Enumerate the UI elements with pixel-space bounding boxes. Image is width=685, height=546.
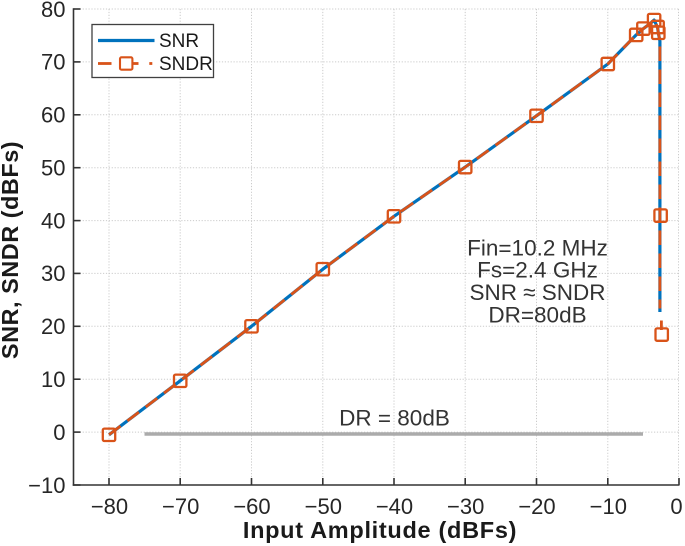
svg-text:10: 10 [41,367,65,392]
svg-text:40: 40 [41,208,65,233]
svg-text:60: 60 [41,103,65,128]
svg-text:−10: −10 [28,473,65,498]
svg-text:SNR, SNDR (dBFs): SNR, SNDR (dBFs) [0,141,23,359]
svg-text:SNR ≈ SNDR: SNR ≈ SNDR [469,280,605,305]
svg-text:−80: −80 [91,494,128,519]
svg-text:20: 20 [41,314,65,339]
svg-text:−40: −40 [376,494,413,519]
svg-text:0: 0 [670,494,682,519]
svg-text:DR = 80dB: DR = 80dB [339,406,450,431]
svg-text:−20: −20 [518,494,555,519]
svg-text:70: 70 [41,50,65,75]
svg-text:SNDR: SNDR [159,54,213,75]
svg-text:−70: −70 [162,494,199,519]
svg-text:Input Amplitude (dBFs): Input Amplitude (dBFs) [243,517,517,543]
svg-text:50: 50 [41,156,65,181]
svg-text:−10: −10 [590,494,627,519]
svg-text:Fs=2.4 GHz: Fs=2.4 GHz [477,258,598,283]
svg-text:−60: −60 [233,494,270,519]
svg-text:DR=80dB: DR=80dB [488,303,586,328]
svg-text:SNR: SNR [159,31,199,52]
svg-text:0: 0 [53,420,65,445]
svg-text:30: 30 [41,261,65,286]
svg-text:−30: −30 [447,494,484,519]
svg-text:Fin=10.2 MHz: Fin=10.2 MHz [467,235,608,260]
svg-text:−50: −50 [305,494,342,519]
svg-text:80: 80 [41,0,65,22]
